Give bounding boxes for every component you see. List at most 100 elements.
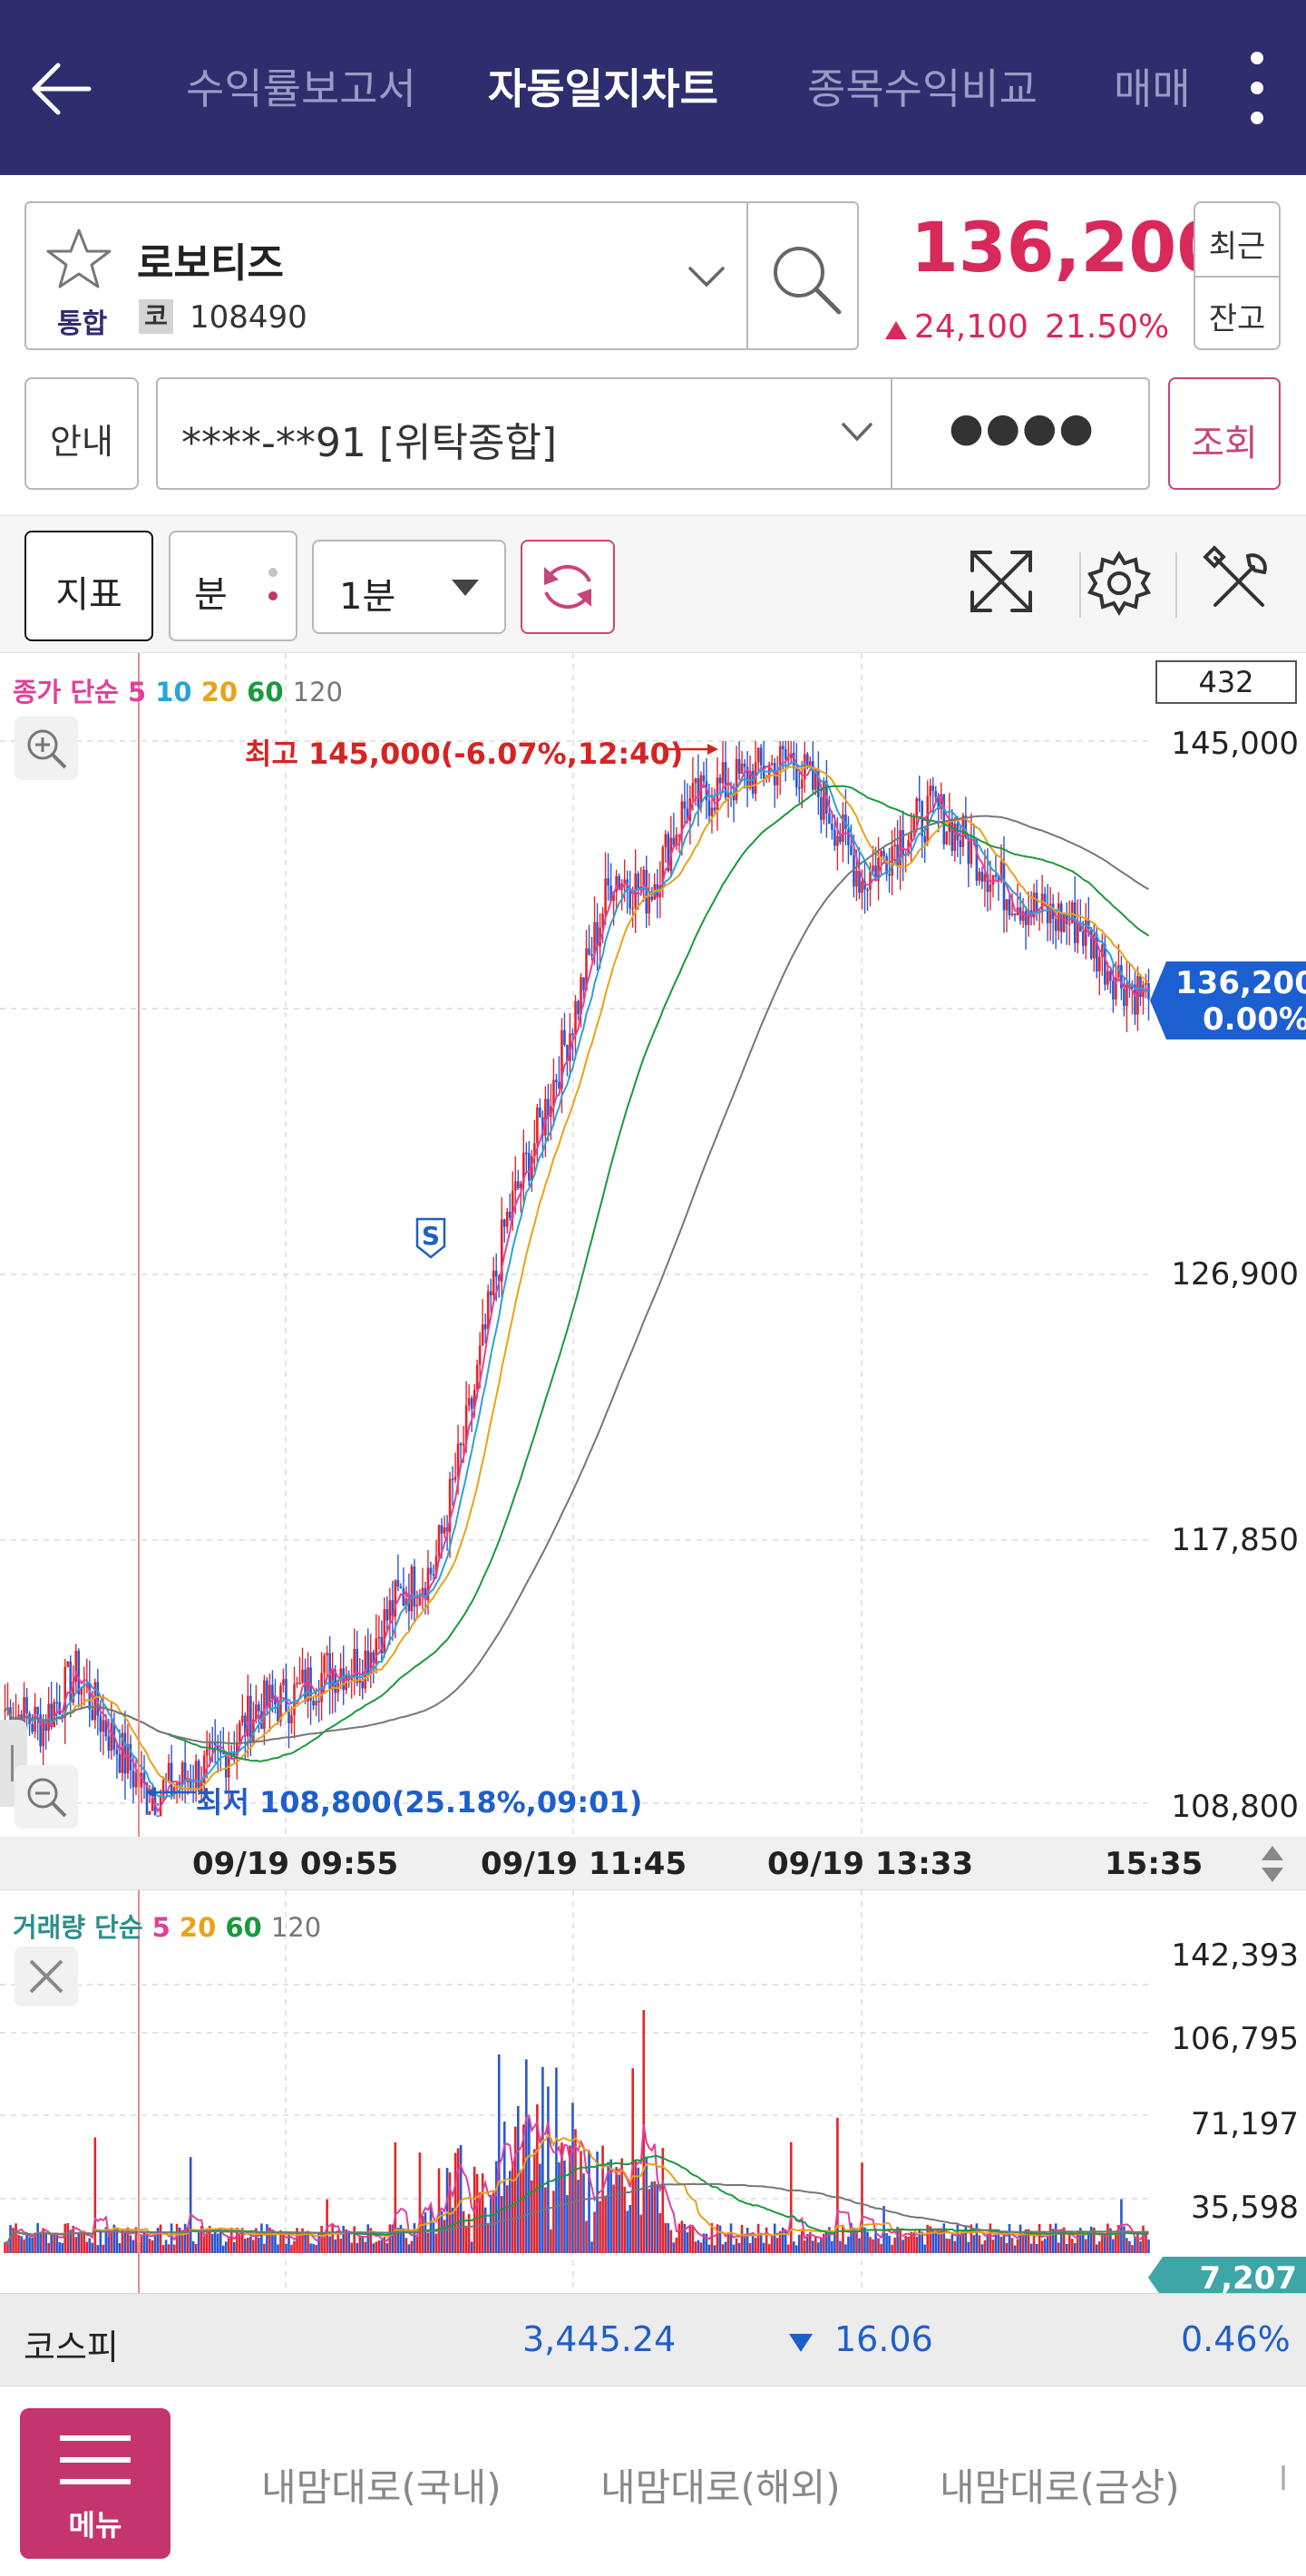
volume-bar [737,2242,741,2253]
dots-icon [268,568,278,600]
price-chart[interactable]: 종가 단순 5 10 20 60 120 432 최고 145,000(-6.0… [0,653,1306,1837]
menu-button[interactable]: 메뉴 [20,2408,171,2559]
volume-bar [836,2117,839,2253]
kospi-ticker[interactable]: 코스피 3,445.24 16.06 0.46% [0,2293,1306,2386]
volume-bar [511,2165,514,2253]
volume-bar [1115,2233,1117,2253]
volume-bar [404,2238,408,2253]
tab-trade[interactable]: 매매 [1114,64,1191,113]
chevron-down-icon[interactable] [840,419,874,444]
favorite-star-icon[interactable] [46,227,112,292]
candle-body [197,1761,200,1792]
candle-body [855,870,858,887]
candle-body [732,793,736,801]
volume-bar [285,2243,288,2253]
candle-body [366,1650,370,1674]
recent-balance-toggle: 최근 잔고 [1194,201,1281,350]
candle-body [304,1669,307,1702]
query-button[interactable]: 조회 [1168,377,1281,490]
stock-selector[interactable]: 로보티즈 통합 코 108490 [24,201,859,350]
volume-bar [500,2196,503,2253]
volume-bar [541,2066,544,2253]
volume-bar [967,2241,970,2253]
more-menu-icon[interactable] [1244,49,1270,127]
volume-bar [667,2223,670,2253]
volume-bar [224,2241,228,2253]
fullscreen-icon[interactable] [965,545,1038,618]
candle-body [96,1682,100,1716]
vol-ma-line-5 [5,2113,1149,2244]
volume-bar [1054,2223,1057,2253]
volume-bar [44,2231,47,2253]
tab-stock-profit-compare[interactable]: 종목수익비교 [807,64,1038,113]
search-icon[interactable] [768,241,844,317]
candle-body [1123,988,1126,1007]
volume-bar [1059,2229,1063,2253]
volume-bar [366,2224,370,2253]
candle-body [372,1652,375,1664]
candle-body [882,850,885,857]
signal-marker[interactable]: S [415,1217,446,1259]
zoom-in-button[interactable] [15,717,78,780]
candle-body [680,801,684,834]
volume-bar [358,2237,362,2253]
gear-icon[interactable] [1085,549,1154,618]
candle-body [1081,932,1085,946]
nav-item-futures[interactable]: 내맘대로(금상) [940,2465,1180,2510]
chevron-down-icon[interactable] [687,263,726,290]
candle-body [650,896,654,900]
volume-bar [582,2173,585,2253]
candle-body [1101,944,1104,957]
volume-bar [85,2241,89,2253]
balance-button[interactable]: 잔고 [1208,301,1266,337]
candle-body [293,1683,296,1716]
candle-body [751,771,755,795]
period-button[interactable]: 분 [169,531,297,641]
recent-button[interactable]: 최근 [1208,229,1266,265]
zoom-out-button[interactable] [15,1765,78,1829]
candle-body [950,818,954,851]
refresh-button[interactable] [521,540,615,634]
volume-bar [839,2240,842,2253]
scroll-arrows-icon[interactable] [1259,1844,1286,1884]
nav-item-overseas[interactable]: 내맘대로(해외) [600,2465,841,2510]
zoom-out-icon [27,1778,67,1818]
candle-body [550,1106,552,1117]
guide-button[interactable]: 안내 [24,377,139,490]
volume-bar [680,2220,684,2253]
indicator-button[interactable]: 지표 [24,531,153,641]
close-volume-button[interactable] [15,1947,78,2006]
tab-auto-journal-chart[interactable]: 자동일지차트 [488,64,718,113]
volume-bar [268,2227,271,2253]
down-triangle-icon [789,2334,813,2352]
back-arrow-icon[interactable] [25,53,98,125]
nav-item-domestic[interactable]: 내맘대로(국내) [261,2465,502,2510]
password-field[interactable]: ●●●● [949,405,1096,451]
volume-bar [140,2234,143,2253]
candle-body [866,889,869,892]
tab-profit-report[interactable]: 수익률보고서 [186,64,416,113]
tools-icon[interactable] [1203,545,1275,618]
candle-count-box[interactable]: 432 [1155,660,1297,704]
volume-bar [309,2243,312,2253]
volume-bar [107,2229,111,2253]
volume-bar [481,2173,484,2253]
candle-body [740,763,744,775]
volume-bar [989,2223,992,2253]
volume-bar [492,2190,495,2253]
volume-bar [593,2211,596,2253]
candle-body [268,1684,271,1708]
candle-body [339,1668,342,1681]
candle-body [980,872,984,883]
volume-bar [1142,2225,1145,2253]
interval-select[interactable]: 1분 [312,540,506,634]
candle-body [415,1605,419,1607]
volume-bar [607,2161,609,2253]
price-change: 24,100 [914,308,1028,346]
volume-bar [4,2242,6,2253]
volume-bar [907,2236,910,2253]
account-selector[interactable]: ****-**91 [위탁종합] ●●●● [156,377,1150,490]
volume-chart[interactable]: 거래량 단순 5 20 60 120 142,393 106,795 71,19… [0,1889,1306,2298]
signal-label: S [421,1221,441,1251]
time-axis[interactable]: 09/19 09:55 09/19 11:45 09/19 13:33 15:3… [0,1837,1306,1889]
